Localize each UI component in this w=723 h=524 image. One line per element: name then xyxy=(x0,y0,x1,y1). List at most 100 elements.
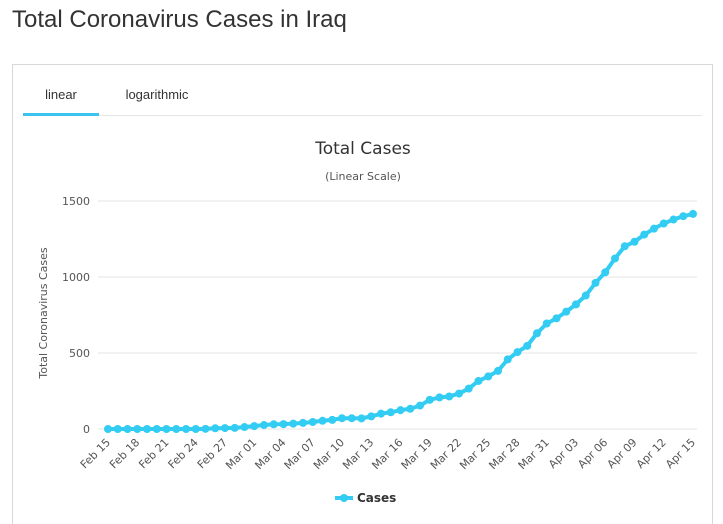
data-point[interactable] xyxy=(338,414,346,423)
tab-linear[interactable]: linear xyxy=(45,87,77,102)
data-point[interactable] xyxy=(133,425,142,433)
x-tick-label: Feb 24 xyxy=(166,436,201,471)
y-tick-label: 0 xyxy=(83,423,90,436)
y-tick-label: 1000 xyxy=(62,271,90,284)
x-tick-label: Apr 06 xyxy=(575,436,610,471)
data-point[interactable] xyxy=(240,423,249,432)
x-tick-label: Apr 03 xyxy=(546,436,581,471)
data-point[interactable] xyxy=(650,224,658,233)
active-tab-indicator xyxy=(23,113,99,116)
chart-title: Total Cases xyxy=(314,139,411,159)
tab-logarithmic[interactable]: logarithmic xyxy=(125,87,189,102)
data-point[interactable] xyxy=(113,425,122,433)
data-point[interactable] xyxy=(445,392,454,401)
x-tick-label: Apr 15 xyxy=(663,436,698,471)
data-point[interactable] xyxy=(494,366,502,375)
series-line xyxy=(108,211,694,431)
data-point[interactable] xyxy=(611,254,619,263)
scale-tabs: linear logarithmic xyxy=(23,65,702,116)
data-point[interactable] xyxy=(406,404,415,413)
x-tick-label: Apr 12 xyxy=(634,436,669,471)
data-point[interactable] xyxy=(201,424,210,433)
data-point[interactable] xyxy=(630,237,639,246)
data-point[interactable] xyxy=(221,424,229,433)
data-point[interactable] xyxy=(299,418,307,427)
legend[interactable]: Cases xyxy=(335,491,396,505)
x-tick-label: Mar 01 xyxy=(223,436,259,472)
data-point[interactable] xyxy=(464,384,473,393)
data-point[interactable] xyxy=(250,422,259,431)
data-point[interactable] xyxy=(435,393,444,402)
data-point[interactable] xyxy=(279,420,288,429)
y-axis-title: Total Coronavirus Cases xyxy=(37,247,50,380)
data-point[interactable] xyxy=(308,418,317,427)
data-point[interactable] xyxy=(416,401,424,410)
data-point[interactable] xyxy=(211,424,220,433)
data-point[interactable] xyxy=(484,372,493,381)
data-point[interactable] xyxy=(260,421,268,430)
data-point[interactable] xyxy=(143,425,151,433)
x-tick-label: Mar 28 xyxy=(486,436,522,472)
x-tick-label: Mar 19 xyxy=(399,436,435,472)
x-tick-label: Mar 31 xyxy=(516,436,552,472)
data-point[interactable] xyxy=(172,425,181,433)
x-tick-label: Mar 10 xyxy=(311,436,347,472)
data-point[interactable] xyxy=(689,209,697,218)
data-point[interactable] xyxy=(425,395,434,404)
x-tick-label: Mar 16 xyxy=(369,436,405,472)
data-point[interactable] xyxy=(396,406,405,415)
data-point[interactable] xyxy=(542,319,551,328)
x-tick-label: Feb 21 xyxy=(136,436,171,471)
data-point[interactable] xyxy=(104,425,112,433)
data-point[interactable] xyxy=(562,307,571,316)
x-tick-label: Mar 04 xyxy=(252,436,288,472)
data-point[interactable] xyxy=(533,329,541,338)
data-point[interactable] xyxy=(513,348,522,357)
data-point[interactable] xyxy=(357,414,366,423)
data-point[interactable] xyxy=(328,415,337,424)
x-tick-label: Mar 22 xyxy=(428,436,464,472)
data-point[interactable] xyxy=(581,291,590,300)
data-point[interactable] xyxy=(640,230,649,239)
x-tick-label: Feb 15 xyxy=(78,436,113,471)
data-point[interactable] xyxy=(162,425,171,433)
cases-chart: Total Cases (Linear Scale) Total Coronav… xyxy=(37,139,698,505)
x-tick-label: Mar 07 xyxy=(282,436,318,472)
data-point[interactable] xyxy=(367,412,376,421)
data-point[interactable] xyxy=(191,425,200,433)
data-point[interactable] xyxy=(503,355,512,364)
data-point[interactable] xyxy=(523,341,532,350)
x-tick-label: Mar 13 xyxy=(340,436,376,472)
data-point[interactable] xyxy=(318,416,327,425)
data-point[interactable] xyxy=(659,219,668,228)
data-point[interactable] xyxy=(123,425,132,433)
y-tick-label: 500 xyxy=(69,347,90,360)
chart-subtitle: (Linear Scale) xyxy=(325,170,401,183)
data-point[interactable] xyxy=(455,389,463,398)
data-point[interactable] xyxy=(377,409,385,418)
series-cases xyxy=(104,209,697,433)
data-point[interactable] xyxy=(679,212,688,221)
data-point[interactable] xyxy=(386,408,395,417)
data-point[interactable] xyxy=(347,414,356,423)
data-point[interactable] xyxy=(230,423,239,432)
data-point[interactable] xyxy=(669,215,678,224)
x-tick-label: Feb 18 xyxy=(107,436,142,471)
grid-lines xyxy=(98,200,697,430)
legend-label-cases[interactable]: Cases xyxy=(357,491,396,505)
data-point[interactable] xyxy=(601,268,610,277)
legend-marker-dot xyxy=(340,494,348,502)
data-point[interactable] xyxy=(152,425,161,433)
x-tick-label: Mar 25 xyxy=(457,436,493,472)
data-point[interactable] xyxy=(552,314,561,323)
data-point[interactable] xyxy=(269,420,278,429)
data-point[interactable] xyxy=(182,425,190,433)
data-point[interactable] xyxy=(620,242,629,251)
data-point[interactable] xyxy=(289,419,298,428)
data-point[interactable] xyxy=(591,278,600,287)
y-tick-label: 1500 xyxy=(62,195,90,208)
data-point[interactable] xyxy=(572,300,580,309)
data-point[interactable] xyxy=(474,376,483,385)
x-tick-label: Apr 09 xyxy=(605,436,640,471)
